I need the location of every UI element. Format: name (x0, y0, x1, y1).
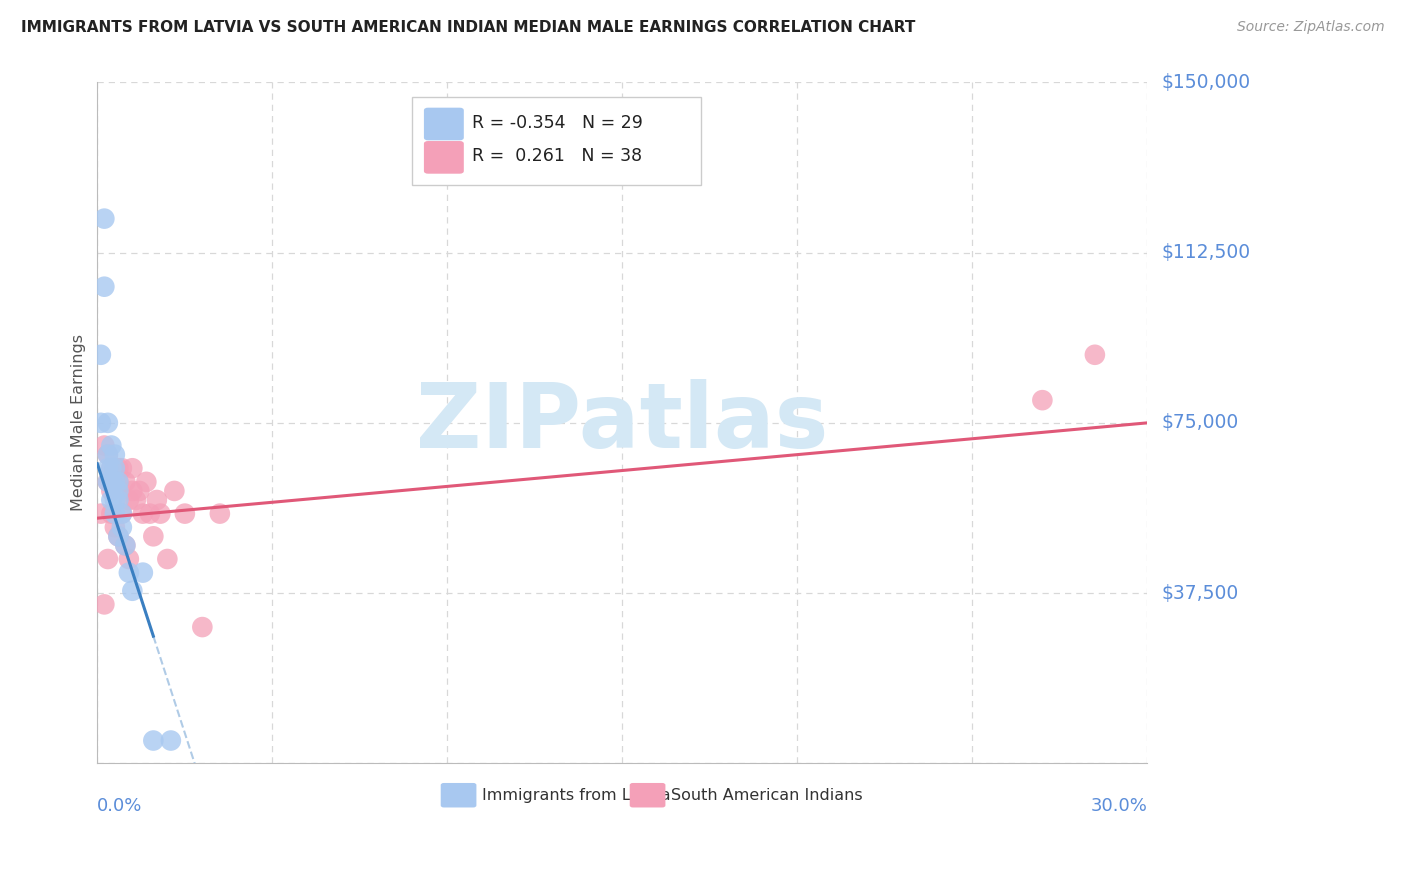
Point (97, 475, 120, 489)
Point (208, 507, 231, 521)
Point (104, 493, 127, 508)
Text: Immigrants from Latvia: Immigrants from Latvia (482, 788, 671, 803)
FancyBboxPatch shape (440, 783, 477, 807)
Point (160, 733, 183, 747)
Point (107, 529, 129, 543)
Text: R =  0.261   N = 38: R = 0.261 N = 38 (472, 147, 643, 165)
Point (1084, 348, 1107, 362)
Point (142, 733, 165, 747)
Text: $37,500: $37,500 (1161, 583, 1239, 602)
Point (100, 475, 122, 489)
Point (111, 461, 134, 475)
Point (111, 507, 134, 521)
Point (121, 583, 143, 598)
Point (97, 448, 120, 462)
Point (104, 461, 127, 475)
Point (142, 529, 165, 543)
Text: ZIPatlas: ZIPatlas (416, 379, 828, 467)
FancyBboxPatch shape (412, 97, 702, 185)
Point (100, 507, 122, 521)
Text: $112,500: $112,500 (1161, 244, 1250, 262)
Text: $150,000: $150,000 (1161, 73, 1250, 92)
Point (93, 211, 115, 226)
Point (111, 507, 134, 521)
Point (100, 493, 122, 508)
Text: R = -0.354   N = 29: R = -0.354 N = 29 (472, 113, 643, 132)
Point (139, 507, 162, 521)
Text: Source: ZipAtlas.com: Source: ZipAtlas.com (1237, 20, 1385, 34)
Point (104, 475, 127, 489)
FancyBboxPatch shape (630, 783, 665, 807)
Point (118, 552, 141, 566)
FancyBboxPatch shape (425, 108, 464, 140)
Point (111, 520, 134, 534)
Point (97, 416, 120, 430)
Text: 0.0%: 0.0% (97, 797, 143, 814)
Point (173, 507, 195, 521)
Point (114, 538, 136, 552)
Text: IMMIGRANTS FROM LATVIA VS SOUTH AMERICAN INDIAN MEDIAN MALE EARNINGS CORRELATION: IMMIGRANTS FROM LATVIA VS SOUTH AMERICAN… (21, 20, 915, 35)
Point (90, 348, 112, 362)
Text: 30.0%: 30.0% (1091, 797, 1147, 814)
Point (107, 493, 129, 508)
Point (100, 461, 122, 475)
Point (191, 620, 214, 634)
Point (118, 566, 141, 580)
Point (90, 416, 112, 430)
Point (156, 552, 179, 566)
Point (104, 448, 127, 462)
Point (97, 448, 120, 462)
Point (107, 475, 129, 489)
Point (97, 475, 120, 489)
Point (125, 493, 148, 508)
Point (107, 483, 129, 498)
Point (114, 475, 136, 489)
Point (104, 461, 127, 475)
Point (135, 475, 157, 489)
Point (132, 566, 155, 580)
Point (132, 507, 155, 521)
Point (90, 507, 112, 521)
Point (118, 493, 141, 508)
Point (146, 493, 169, 508)
Point (93, 598, 115, 612)
Point (149, 507, 172, 521)
Point (107, 461, 129, 475)
Point (97, 461, 120, 475)
Point (104, 507, 127, 521)
Point (93, 438, 115, 452)
Point (128, 483, 150, 498)
Point (121, 461, 143, 475)
Point (1031, 393, 1053, 408)
Point (104, 475, 127, 489)
Text: South American Indians: South American Indians (671, 788, 862, 803)
Point (107, 475, 129, 489)
Point (121, 483, 143, 498)
Point (163, 483, 186, 498)
Point (100, 483, 122, 498)
Point (107, 529, 129, 543)
Point (97, 552, 120, 566)
Point (114, 538, 136, 552)
FancyBboxPatch shape (425, 141, 464, 174)
Point (93, 279, 115, 293)
Point (104, 520, 127, 534)
Text: $75,000: $75,000 (1161, 413, 1239, 433)
Y-axis label: Median Male Earnings: Median Male Earnings (72, 334, 86, 511)
Point (100, 438, 122, 452)
Point (100, 461, 122, 475)
